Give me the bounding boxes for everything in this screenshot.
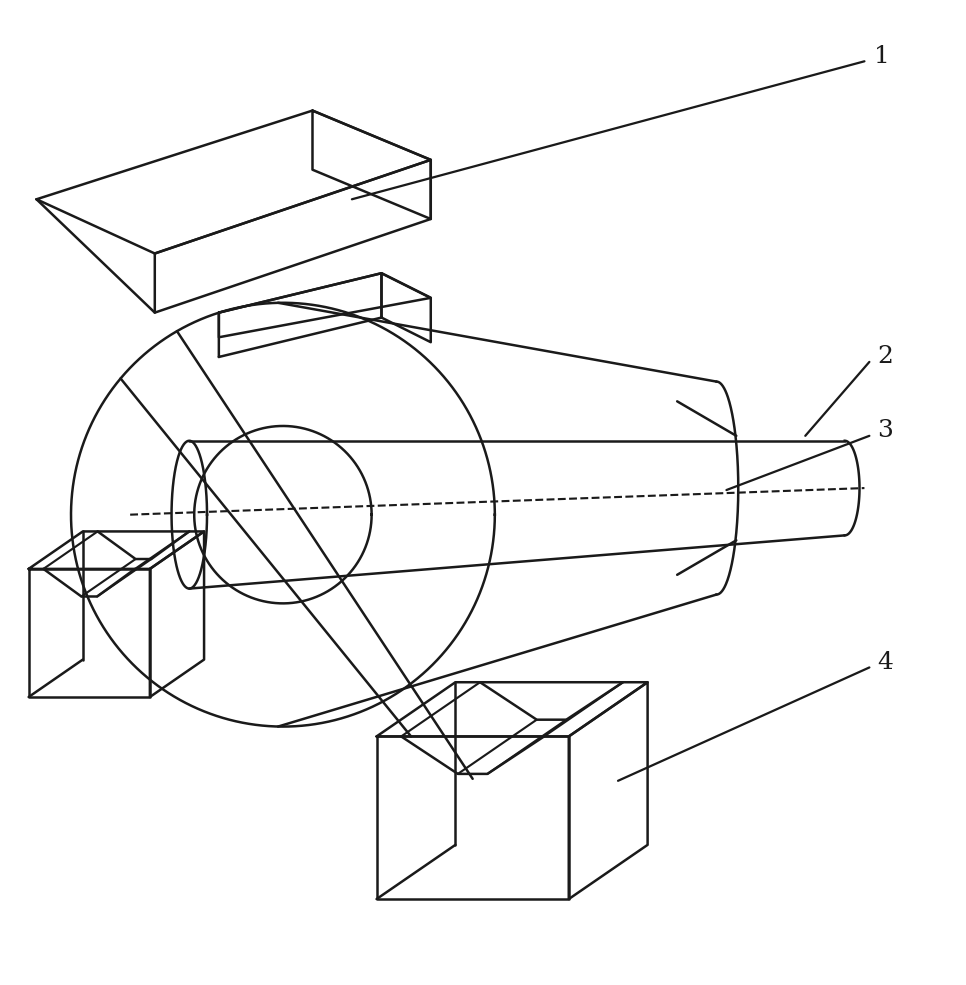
Text: 4: 4 — [877, 651, 894, 674]
Text: 3: 3 — [877, 420, 894, 442]
Text: 1: 1 — [874, 45, 890, 68]
Text: 2: 2 — [877, 346, 894, 368]
